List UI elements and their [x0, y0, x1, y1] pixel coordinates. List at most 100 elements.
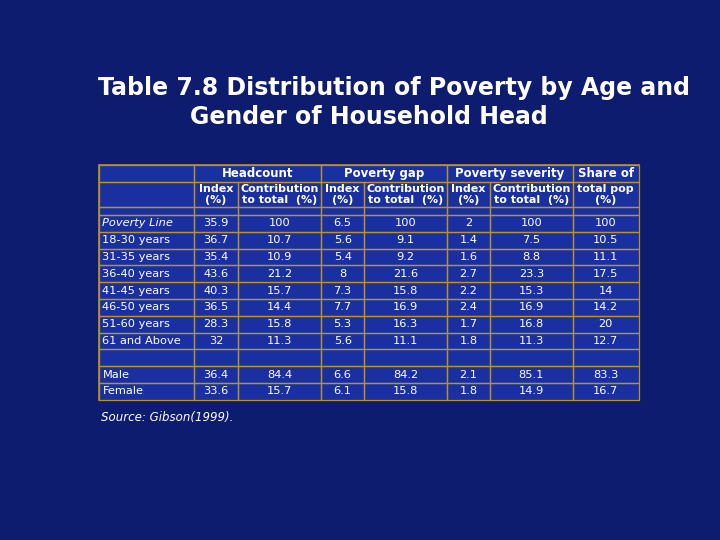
Bar: [490, 232, 573, 248]
Text: 83.3: 83.3: [593, 369, 618, 380]
Bar: [490, 182, 573, 207]
Bar: [364, 316, 447, 333]
Bar: [321, 165, 447, 182]
Bar: [194, 316, 238, 333]
Text: Contribution
to total  (%): Contribution to total (%): [240, 184, 319, 205]
Bar: [573, 316, 639, 333]
Bar: [238, 215, 321, 232]
Text: Contribution
to total  (%): Contribution to total (%): [366, 184, 445, 205]
Bar: [321, 299, 364, 316]
Text: 1.4: 1.4: [459, 235, 477, 245]
Bar: [573, 182, 639, 207]
Bar: [573, 207, 639, 215]
Bar: [490, 207, 573, 215]
Bar: [364, 349, 447, 366]
Text: total pop
(%): total pop (%): [577, 184, 634, 205]
Text: 7.3: 7.3: [333, 286, 351, 295]
Bar: [194, 248, 238, 265]
Bar: [99, 383, 194, 400]
Bar: [364, 215, 447, 232]
Bar: [447, 333, 490, 349]
Bar: [321, 248, 364, 265]
Text: 17.5: 17.5: [593, 269, 618, 279]
Bar: [194, 265, 238, 282]
Text: 51-60 years: 51-60 years: [102, 319, 170, 329]
Text: 20: 20: [598, 319, 613, 329]
Bar: [364, 182, 447, 207]
Text: 15.8: 15.8: [393, 386, 418, 396]
Bar: [99, 165, 194, 182]
Bar: [99, 182, 194, 207]
Bar: [447, 349, 490, 366]
Bar: [238, 282, 321, 299]
Text: 5.6: 5.6: [333, 235, 351, 245]
Bar: [99, 165, 639, 400]
Text: 84.4: 84.4: [267, 369, 292, 380]
Text: Share of: Share of: [577, 167, 634, 180]
Bar: [490, 299, 573, 316]
Text: 2: 2: [465, 218, 472, 228]
Bar: [490, 232, 573, 248]
Bar: [490, 383, 573, 400]
Bar: [194, 215, 238, 232]
Bar: [194, 299, 238, 316]
Text: 16.9: 16.9: [519, 302, 544, 312]
Bar: [573, 248, 639, 265]
Bar: [490, 383, 573, 400]
Text: 32: 32: [209, 336, 223, 346]
Bar: [321, 265, 364, 282]
Bar: [238, 207, 321, 215]
Bar: [99, 299, 194, 316]
Bar: [238, 349, 321, 366]
Text: Table 7.8 Distribution of Poverty by Age and: Table 7.8 Distribution of Poverty by Age…: [98, 76, 690, 100]
Bar: [194, 366, 238, 383]
Bar: [447, 316, 490, 333]
Bar: [490, 366, 573, 383]
Text: 21.6: 21.6: [393, 269, 418, 279]
Text: Poverty Line: Poverty Line: [102, 218, 174, 228]
Bar: [490, 282, 573, 299]
Bar: [194, 265, 238, 282]
Bar: [447, 165, 573, 182]
Bar: [99, 366, 194, 383]
Text: Male: Male: [102, 369, 130, 380]
Bar: [490, 366, 573, 383]
Bar: [99, 265, 194, 282]
Bar: [99, 282, 194, 299]
Bar: [99, 215, 194, 232]
Bar: [321, 248, 364, 265]
Text: 2.4: 2.4: [459, 302, 477, 312]
Bar: [321, 349, 364, 366]
Bar: [99, 299, 194, 316]
Bar: [99, 215, 194, 232]
Bar: [99, 207, 194, 215]
Bar: [364, 232, 447, 248]
Text: 33.6: 33.6: [204, 386, 229, 396]
Bar: [573, 316, 639, 333]
Bar: [573, 207, 639, 215]
Text: 41-45 years: 41-45 years: [102, 286, 170, 295]
Text: 2.7: 2.7: [459, 269, 477, 279]
Text: 15.3: 15.3: [518, 286, 544, 295]
Text: Headcount: Headcount: [222, 167, 293, 180]
Bar: [321, 316, 364, 333]
Bar: [194, 366, 238, 383]
Text: 5.4: 5.4: [333, 252, 351, 262]
Bar: [364, 333, 447, 349]
Bar: [99, 248, 194, 265]
Text: 8.8: 8.8: [522, 252, 541, 262]
Text: 5.6: 5.6: [333, 336, 351, 346]
Bar: [364, 366, 447, 383]
Bar: [321, 366, 364, 383]
Bar: [238, 366, 321, 383]
Bar: [573, 265, 639, 282]
Text: 16.3: 16.3: [393, 319, 418, 329]
Bar: [99, 248, 194, 265]
Bar: [238, 333, 321, 349]
Text: 100: 100: [521, 218, 542, 228]
Bar: [194, 232, 238, 248]
Bar: [490, 207, 573, 215]
Bar: [364, 232, 447, 248]
Bar: [99, 333, 194, 349]
Bar: [238, 232, 321, 248]
